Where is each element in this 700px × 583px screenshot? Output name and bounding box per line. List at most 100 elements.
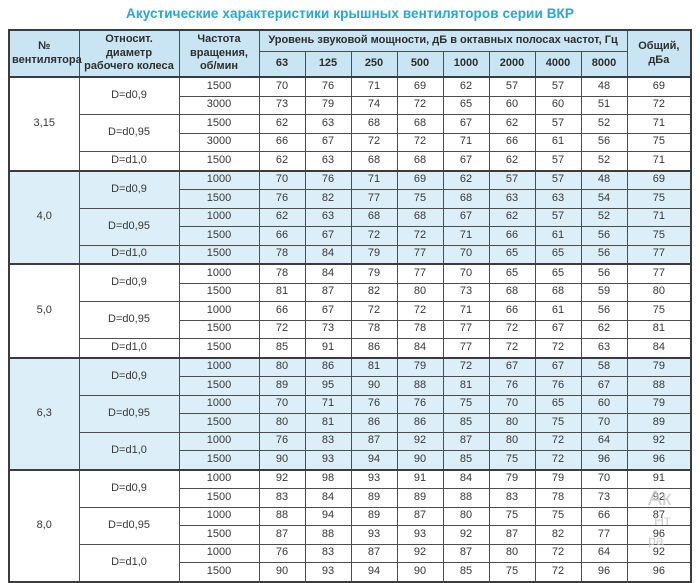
sound-level-cell: 88	[442, 488, 490, 508]
freq-header-cell: 8000	[580, 51, 628, 78]
sound-level-cell: 70	[442, 263, 490, 284]
sound-level-cell: 92	[258, 468, 306, 489]
sound-level-cell: 75	[488, 506, 536, 526]
sound-level-cell: 63	[534, 189, 582, 209]
diameter-cell: D=d0,95	[78, 301, 180, 339]
col-header-total-dba: Общий, дБа	[626, 29, 692, 78]
sound-level-cell: 75	[534, 506, 582, 526]
total-dba-cell: 89	[626, 413, 692, 433]
total-dba-cell: 87	[626, 506, 692, 526]
sound-level-cell: 68	[350, 151, 398, 171]
sound-level-cell: 67	[304, 301, 352, 321]
sound-level-cell: 61	[534, 301, 582, 321]
sound-level-cell: 87	[488, 525, 536, 545]
sound-level-cell: 75	[396, 189, 444, 209]
sound-level-cell: 63	[488, 189, 536, 209]
sound-level-cell: 89	[258, 376, 306, 396]
table-row: 1500 72 73 78 78 77 72 67 62 81	[9, 319, 692, 339]
sound-level-cell: 56	[580, 301, 628, 321]
sound-level-cell: 70	[442, 244, 490, 265]
total-dba-cell: 80	[626, 282, 692, 302]
sound-level-cell: 87	[396, 506, 444, 526]
table-row: D=d1,0 1000 76 83 87 92 87 80 72 64 92	[9, 431, 692, 470]
sound-level-cell: 67	[442, 151, 490, 171]
sound-level-cell: 63	[304, 114, 352, 134]
sound-level-cell: 90	[258, 562, 306, 582]
rpm-cell: 3000	[178, 132, 260, 152]
sound-level-cell: 83	[304, 543, 352, 563]
table-row: 4,0 D=d0,9 1000 70 76 71 69 62 57 57 48 69	[8, 169, 692, 265]
diameter-cell: D=d0,9	[78, 169, 180, 209]
diameter-cell: D=d1,0	[78, 543, 180, 582]
sound-level-cell: 89	[396, 488, 444, 508]
sound-level-cell: 66	[488, 132, 536, 152]
sound-level-cell: 72	[258, 319, 306, 339]
diameter-cell: D=d0,95	[78, 506, 180, 545]
sound-level-cell: 86	[350, 413, 398, 433]
sound-level-cell: 56	[580, 226, 628, 246]
freq-header-cell: 1000	[442, 51, 490, 78]
sound-level-cell: 67	[442, 207, 490, 227]
sound-level-cell: 71	[350, 169, 398, 190]
sound-level-cell: 78	[396, 319, 444, 339]
sound-level-cell: 67	[534, 319, 582, 339]
rpm-cell: 1500	[178, 226, 260, 246]
sound-level-cell: 93	[350, 525, 398, 545]
table-row: 1500 76 82 77 75 68 63 63 54 75	[9, 189, 692, 209]
sound-level-cell: 85	[442, 562, 490, 582]
header-row-top: № вентилятора Относит. диаметр рабочего …	[8, 29, 692, 78]
sound-level-cell: 62	[580, 319, 628, 339]
sound-level-cell: 84	[396, 338, 444, 358]
sound-level-cell: 80	[258, 356, 306, 377]
sound-level-cell: 68	[396, 207, 444, 227]
sound-level-cell: 66	[258, 301, 306, 321]
total-dba-cell: 92	[626, 543, 692, 563]
rpm-cell: 1500	[178, 488, 260, 508]
sound-level-cell: 56	[580, 263, 628, 284]
rpm-cell: 1000	[178, 468, 260, 489]
sound-level-cell: 75	[488, 562, 536, 582]
table-row: 1500 90 93 94 90 85 75 72 96 96	[9, 562, 692, 582]
diameter-cell: D=d1,0	[78, 431, 180, 470]
rpm-cell: 1500	[178, 450, 260, 470]
sound-level-cell: 90	[396, 450, 444, 470]
sound-level-cell: 90	[350, 376, 398, 396]
sound-level-cell: 68	[396, 114, 444, 134]
total-dba-cell: 71	[626, 114, 692, 134]
total-dba-cell: 75	[626, 226, 692, 246]
fan-number-cell: 6,3	[8, 356, 80, 470]
table-row: D=d0,95 1000 66 67 72 72 71 66 61 56 75	[9, 301, 692, 339]
sound-level-cell: 83	[304, 431, 352, 451]
total-dba-cell: 92	[626, 431, 692, 451]
sound-level-cell: 67	[442, 114, 490, 134]
sound-level-cell: 83	[488, 488, 536, 508]
total-dba-cell: 88	[626, 376, 692, 396]
sound-level-cell: 57	[488, 76, 536, 97]
sound-level-cell: 70	[258, 76, 306, 97]
page-title: Акустические характеристики крышных вент…	[125, 6, 574, 21]
sound-level-cell: 65	[488, 244, 536, 265]
sound-level-cell: 68	[488, 282, 536, 302]
rpm-cell: 1500	[178, 282, 260, 302]
total-dba-cell: 71	[626, 151, 692, 171]
table-row: 1500 81 87 82 80 73 68 68 59 80	[9, 282, 692, 302]
sound-level-cell: 67	[488, 356, 536, 377]
sound-level-cell: 61	[534, 132, 582, 152]
rpm-cell: 1500	[178, 76, 260, 97]
sound-level-cell: 82	[304, 189, 352, 209]
sound-level-cell: 78	[534, 488, 582, 508]
sound-level-cell: 87	[258, 525, 306, 545]
sound-level-cell: 72	[488, 319, 536, 339]
sound-level-cell: 73	[580, 488, 628, 508]
sound-level-cell: 91	[396, 468, 444, 489]
rpm-cell: 1000	[178, 263, 260, 284]
rpm-cell: 1500	[178, 244, 260, 265]
total-dba-cell: 77	[626, 244, 692, 265]
sound-level-cell: 57	[534, 169, 582, 190]
sound-level-cell: 87	[350, 431, 398, 451]
table-row: D=d0,95 1000 62 63 68 68 67 62 57 52 71	[9, 207, 692, 246]
table-row: D=d1,0 1000 76 83 87 92 87 80 72 64 92	[9, 543, 692, 582]
sound-level-cell: 62	[258, 151, 306, 171]
sound-level-cell: 67	[580, 376, 628, 396]
freq-header-cell: 125	[304, 51, 352, 78]
